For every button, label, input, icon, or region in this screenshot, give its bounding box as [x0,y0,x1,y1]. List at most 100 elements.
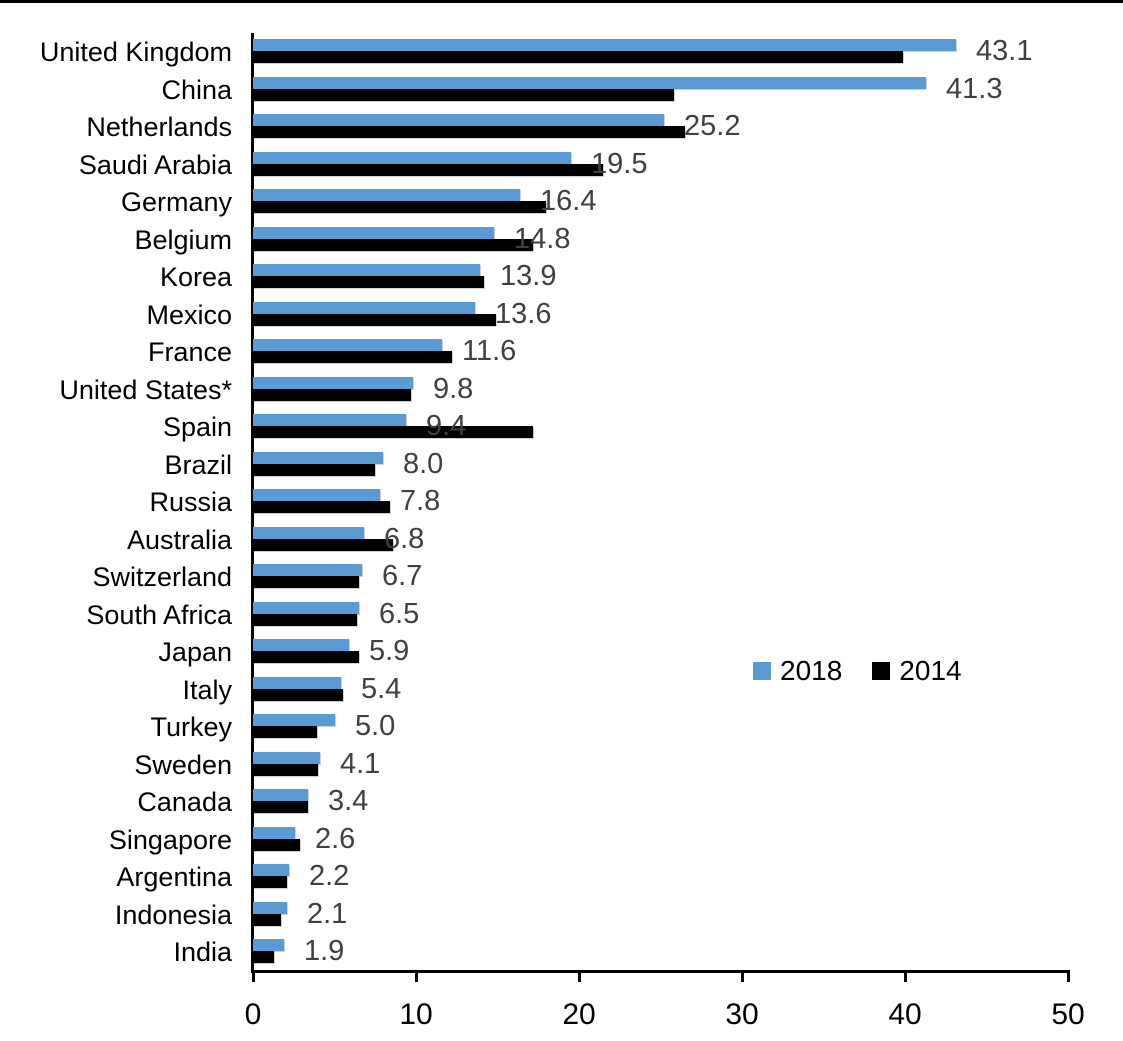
category-label: Australia [126,524,232,555]
bar-2018 [253,902,287,914]
value-label: 13.6 [495,298,552,330]
value-label: 4.1 [340,748,381,780]
category-label: Brazil [164,449,232,480]
bar-2018 [253,227,494,239]
bar-2014 [253,51,903,63]
x-tick-mark [741,971,744,982]
value-label: 3.4 [328,785,369,817]
x-tick-label: 0 [244,998,262,1031]
bar-2018 [253,714,335,726]
value-label: 6.5 [379,598,420,630]
category-label: Saudi Arabia [78,149,232,180]
bar-2018 [253,264,480,276]
bar-2018 [253,864,289,876]
bar-2014 [253,726,317,738]
legend-swatch-2018-icon [753,662,771,680]
category-label: China [161,74,232,105]
legend: 2018 2014 [753,657,962,685]
bar-2014 [253,576,359,588]
bar-2014 [253,801,308,813]
x-tick-mark [415,971,418,982]
bar-2018 [253,639,349,651]
legend-label-2018: 2018 [780,655,843,686]
legend-item-2018: 2018 [753,657,842,685]
category-label: Japan [158,637,232,668]
category-label: Korea [159,262,232,293]
category-label: Indonesia [114,899,232,930]
value-label: 11.6 [462,335,517,367]
x-axis-line [251,970,1070,973]
bar-2014 [253,951,274,963]
bar-2014 [253,876,287,888]
bar-2014 [253,351,452,363]
bar-2018 [253,339,442,351]
bar-2014 [253,314,496,326]
category-label: Russia [149,487,232,518]
category-label: Netherlands [86,112,232,143]
value-label: 9.4 [426,410,467,442]
category-label: Switzerland [92,562,232,593]
x-tick-mark [904,971,907,982]
value-label: 16.4 [540,185,597,217]
bar-2018 [253,114,664,126]
bar-2014 [253,426,533,438]
x-tick-label: 20 [562,998,596,1031]
bar-2014 [253,614,357,626]
value-label: 2.2 [309,860,350,892]
legend-label-2014: 2014 [899,655,962,686]
bar-2018 [253,602,359,614]
value-label: 9.8 [433,373,474,405]
value-label: 14.8 [514,223,571,255]
bar-2018 [253,302,475,314]
category-label: Germany [120,187,232,218]
value-label: 5.4 [361,673,402,705]
category-label: Turkey [150,712,232,743]
bar-2014 [253,914,281,926]
bar-2014 [253,501,390,513]
x-tick-mark [252,971,255,982]
category-label: Argentina [116,862,232,893]
bar-2018 [253,77,926,89]
value-label: 8.0 [403,448,444,480]
value-label: 13.9 [500,260,557,292]
bar-2018 [253,452,383,464]
value-label: 41.3 [946,73,1003,105]
bar-2018 [253,489,380,501]
legend-swatch-2014-icon [872,662,891,680]
category-label: Singapore [108,824,232,855]
bar-2018 [253,564,362,576]
bar-2018 [253,39,956,51]
bar-2014 [253,276,484,288]
category-label: Spain [162,412,232,443]
bar-2014 [253,239,533,251]
value-label: 1.9 [304,935,345,967]
value-label: 2.6 [315,823,356,855]
value-label: 2.1 [307,898,348,930]
x-tick-label: 50 [1051,998,1085,1031]
bar-2018 [253,414,406,426]
category-label: United Kingdom [39,37,232,67]
x-tick-mark [578,971,581,982]
bar-2018 [253,752,320,764]
x-tick-label: 40 [888,998,922,1031]
value-label: 7.8 [400,485,441,517]
x-tick-label: 10 [399,998,433,1031]
value-label: 5.9 [369,635,410,667]
bar-2018 [253,527,364,539]
bar-2018 [253,677,341,689]
category-label: India [173,937,232,968]
x-tick-mark [1067,971,1070,982]
bar-2018 [253,789,308,801]
bar-2018 [253,827,295,839]
value-label: 6.8 [384,523,425,555]
bar-2014 [253,164,603,176]
bar-2018 [253,152,571,164]
y-axis-line [251,33,254,973]
bar-2014 [253,764,318,776]
top-border-rule [0,0,1123,3]
bar-2014 [253,201,546,213]
bar-2018 [253,377,413,389]
value-label: 43.1 [976,35,1033,67]
value-label: 19.5 [591,148,648,180]
